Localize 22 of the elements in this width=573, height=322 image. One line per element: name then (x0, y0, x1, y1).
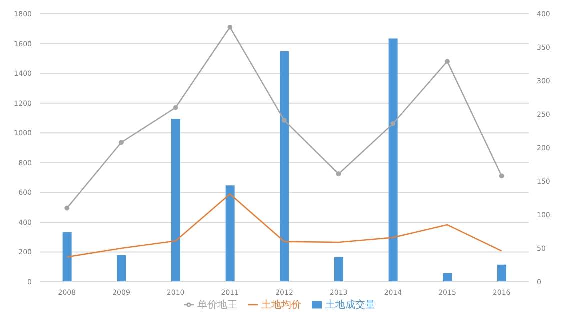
bar (226, 186, 235, 282)
legend-label: 单价地王 (198, 300, 238, 311)
bar (334, 257, 344, 282)
point (445, 59, 450, 64)
bar (388, 38, 398, 282)
point (64, 206, 70, 211)
bar (280, 52, 290, 282)
point (173, 105, 178, 110)
point (282, 118, 287, 123)
point (499, 174, 504, 179)
bar (117, 255, 126, 282)
legend-label: 土地成交量 (326, 300, 376, 311)
bar (443, 273, 452, 282)
legend-label: 土地均价 (262, 300, 302, 311)
point (119, 140, 124, 146)
bar (171, 118, 180, 282)
point (336, 172, 342, 177)
point (390, 121, 396, 126)
line-series (66, 194, 502, 258)
bar (497, 264, 506, 282)
point (228, 24, 233, 30)
bar (62, 232, 72, 282)
